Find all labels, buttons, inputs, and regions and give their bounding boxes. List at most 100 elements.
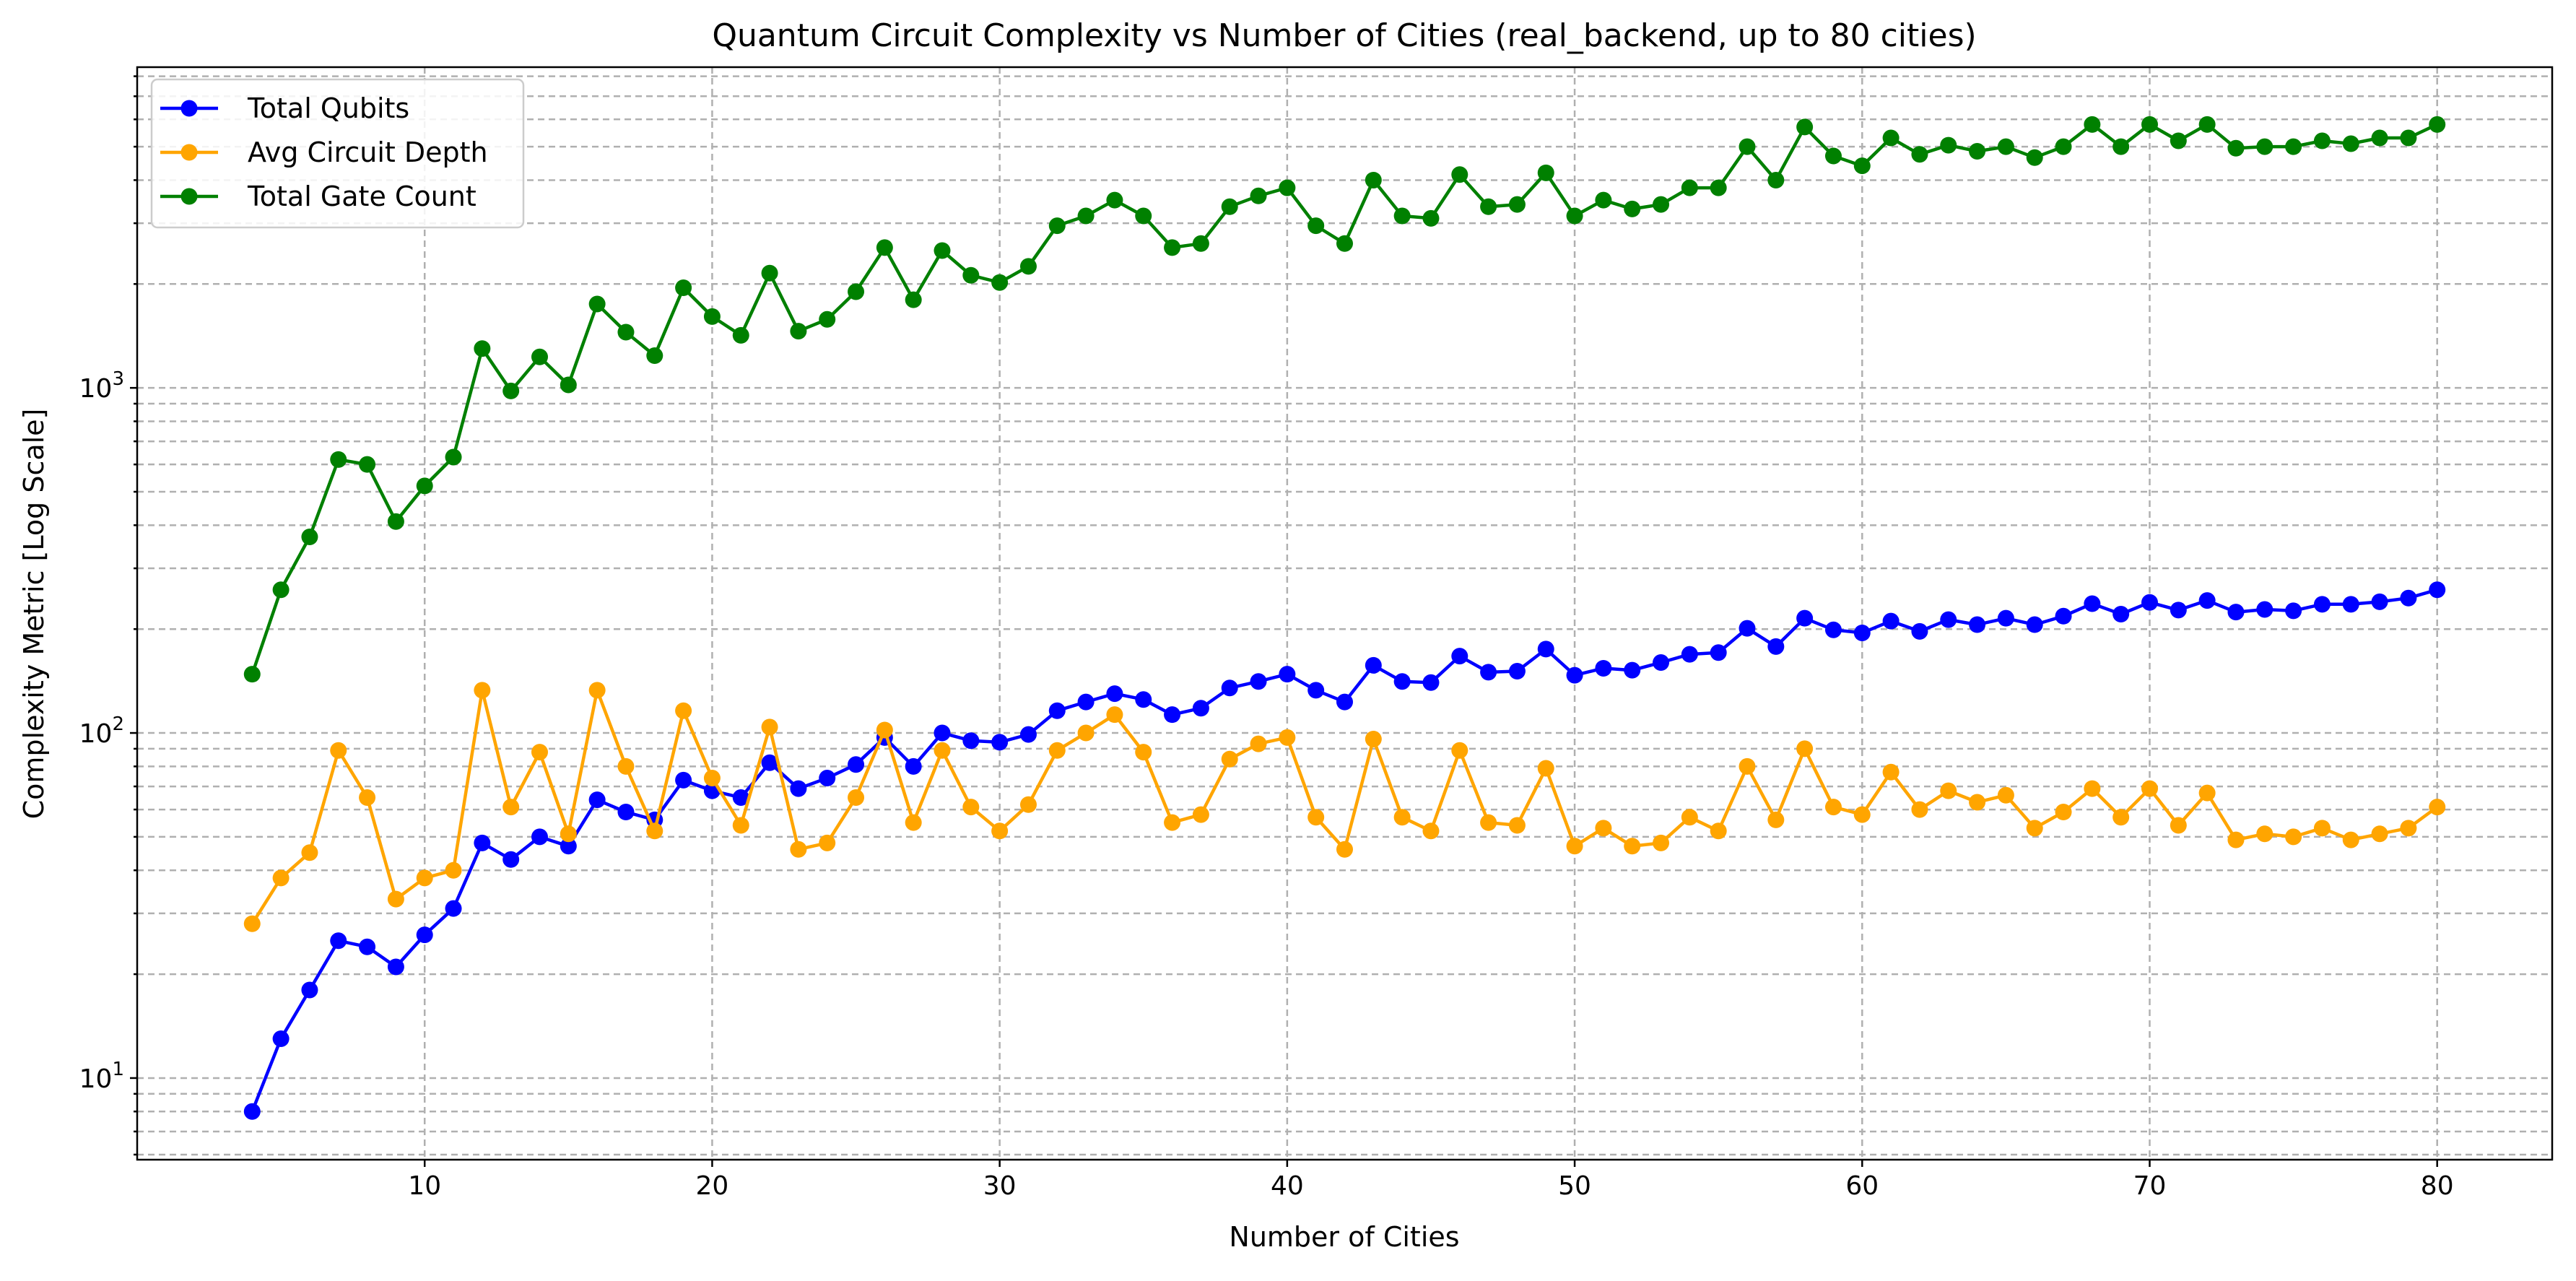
data-point-total-qubits [243, 1103, 261, 1120]
data-point-total-qubits [1164, 706, 1181, 724]
data-point-total-qubits [2400, 589, 2417, 607]
data-point-avg-circuit-depth [991, 822, 1009, 840]
data-point-avg-circuit-depth [1365, 731, 1382, 748]
data-point-avg-circuit-depth [1853, 806, 1871, 823]
data-point-avg-circuit-depth [502, 799, 520, 816]
data-point-total-gate-count [1508, 196, 1526, 213]
data-point-total-qubits [531, 828, 548, 846]
data-point-avg-circuit-depth [819, 834, 836, 851]
data-point-avg-circuit-depth [1824, 799, 1842, 816]
data-point-total-qubits [761, 754, 778, 771]
data-point-avg-circuit-depth [1192, 806, 1209, 823]
data-point-total-gate-count [2285, 138, 2302, 155]
data-point-total-qubits [1307, 682, 1325, 699]
data-point-avg-circuit-depth [588, 682, 606, 699]
data-point-avg-circuit-depth [1710, 822, 1727, 840]
data-point-avg-circuit-depth [790, 841, 807, 858]
data-point-total-qubits [848, 756, 865, 773]
data-point-avg-circuit-depth [1221, 750, 1238, 768]
data-point-total-gate-count [588, 295, 606, 313]
data-point-total-gate-count [1164, 239, 1181, 256]
data-point-total-qubits [617, 804, 635, 821]
data-point-total-qubits [1969, 616, 1986, 633]
data-point-total-qubits [301, 981, 318, 999]
data-point-avg-circuit-depth [1451, 742, 1468, 759]
data-point-total-qubits [502, 851, 520, 868]
data-point-total-qubits [1739, 620, 1756, 637]
data-point-avg-circuit-depth [1019, 796, 1037, 813]
data-point-total-qubits [2055, 607, 2072, 625]
data-point-total-qubits [2285, 602, 2302, 620]
legend-marker-avg-circuit-depth [180, 144, 198, 161]
data-point-total-gate-count [675, 279, 692, 297]
data-point-total-qubits [1537, 640, 1554, 658]
data-point-avg-circuit-depth [934, 742, 951, 759]
x-tick-label: 70 [2133, 1171, 2167, 1201]
series-line-total-gate-count [251, 123, 2438, 675]
data-point-avg-circuit-depth [1336, 841, 1353, 858]
data-point-avg-circuit-depth [2141, 780, 2158, 797]
data-point-total-qubits [2429, 581, 2446, 599]
data-point-total-qubits [2198, 592, 2216, 609]
data-point-avg-circuit-depth [1537, 760, 1554, 777]
data-point-total-gate-count [848, 283, 865, 300]
legend-label-total-qubits: Total Qubits [247, 92, 409, 124]
data-point-total-qubits [2112, 605, 2130, 622]
data-point-total-gate-count [502, 382, 520, 399]
data-point-total-qubits [991, 734, 1009, 751]
data-point-avg-circuit-depth [1997, 786, 2014, 804]
data-point-total-gate-count [1135, 207, 1152, 225]
data-point-total-gate-count [1739, 138, 1756, 155]
data-point-total-gate-count [2198, 116, 2216, 133]
data-point-total-gate-count [560, 376, 577, 394]
data-point-total-gate-count [790, 323, 807, 340]
data-point-avg-circuit-depth [1940, 782, 1957, 799]
data-point-avg-circuit-depth [2256, 825, 2273, 843]
data-point-total-qubits [416, 926, 433, 944]
data-point-total-qubits [1940, 611, 1957, 628]
data-point-total-gate-count [1824, 147, 1842, 165]
y-tick-label: 102 [79, 713, 124, 749]
data-point-total-gate-count [1997, 138, 2014, 155]
data-point-total-qubits [819, 770, 836, 787]
data-point-avg-circuit-depth [1739, 757, 1756, 775]
data-point-total-gate-count [1077, 207, 1095, 225]
data-point-total-qubits [2026, 616, 2043, 633]
data-point-total-gate-count [2371, 129, 2388, 147]
y-tick-exponent: 2 [112, 713, 124, 735]
series-line-avg-circuit-depth [251, 688, 2439, 925]
data-point-avg-circuit-depth [1250, 735, 1267, 752]
data-point-avg-circuit-depth [1279, 729, 1296, 746]
data-point-total-qubits [1480, 664, 1497, 681]
legend-items: Total Qubits Avg Circuit Depth Total Gate … [160, 92, 488, 212]
data-point-total-gate-count [1969, 142, 1986, 160]
data-point-total-qubits [905, 757, 922, 775]
data-point-avg-circuit-depth [1882, 763, 1900, 781]
data-point-total-qubits [2313, 596, 2331, 613]
series-layer [243, 116, 2446, 1120]
data-point-total-gate-count [934, 242, 951, 259]
data-point-total-gate-count [2400, 129, 2417, 147]
data-point-total-gate-count [1911, 146, 1928, 163]
data-point-avg-circuit-depth [617, 757, 635, 775]
data-point-avg-circuit-depth [301, 844, 318, 861]
data-point-total-gate-count [646, 347, 663, 365]
data-point-total-gate-count [1537, 164, 1554, 181]
data-point-total-gate-count [1767, 171, 1785, 188]
data-point-total-qubits [1250, 673, 1267, 690]
data-point-avg-circuit-depth [646, 822, 663, 840]
data-point-total-gate-count [1221, 198, 1238, 215]
data-point-total-gate-count [1048, 217, 1066, 235]
x-tick-label: 30 [983, 1171, 1017, 1201]
data-point-avg-circuit-depth [675, 702, 692, 719]
x-axis-label: Number of Cities [1229, 1221, 1459, 1253]
data-point-total-gate-count [2141, 116, 2158, 133]
data-point-total-qubits [1336, 693, 1353, 711]
data-point-total-gate-count [2084, 116, 2101, 133]
data-point-total-qubits [2256, 601, 2273, 618]
data-point-avg-circuit-depth [2400, 820, 2417, 837]
data-point-total-qubits [1365, 656, 1382, 674]
